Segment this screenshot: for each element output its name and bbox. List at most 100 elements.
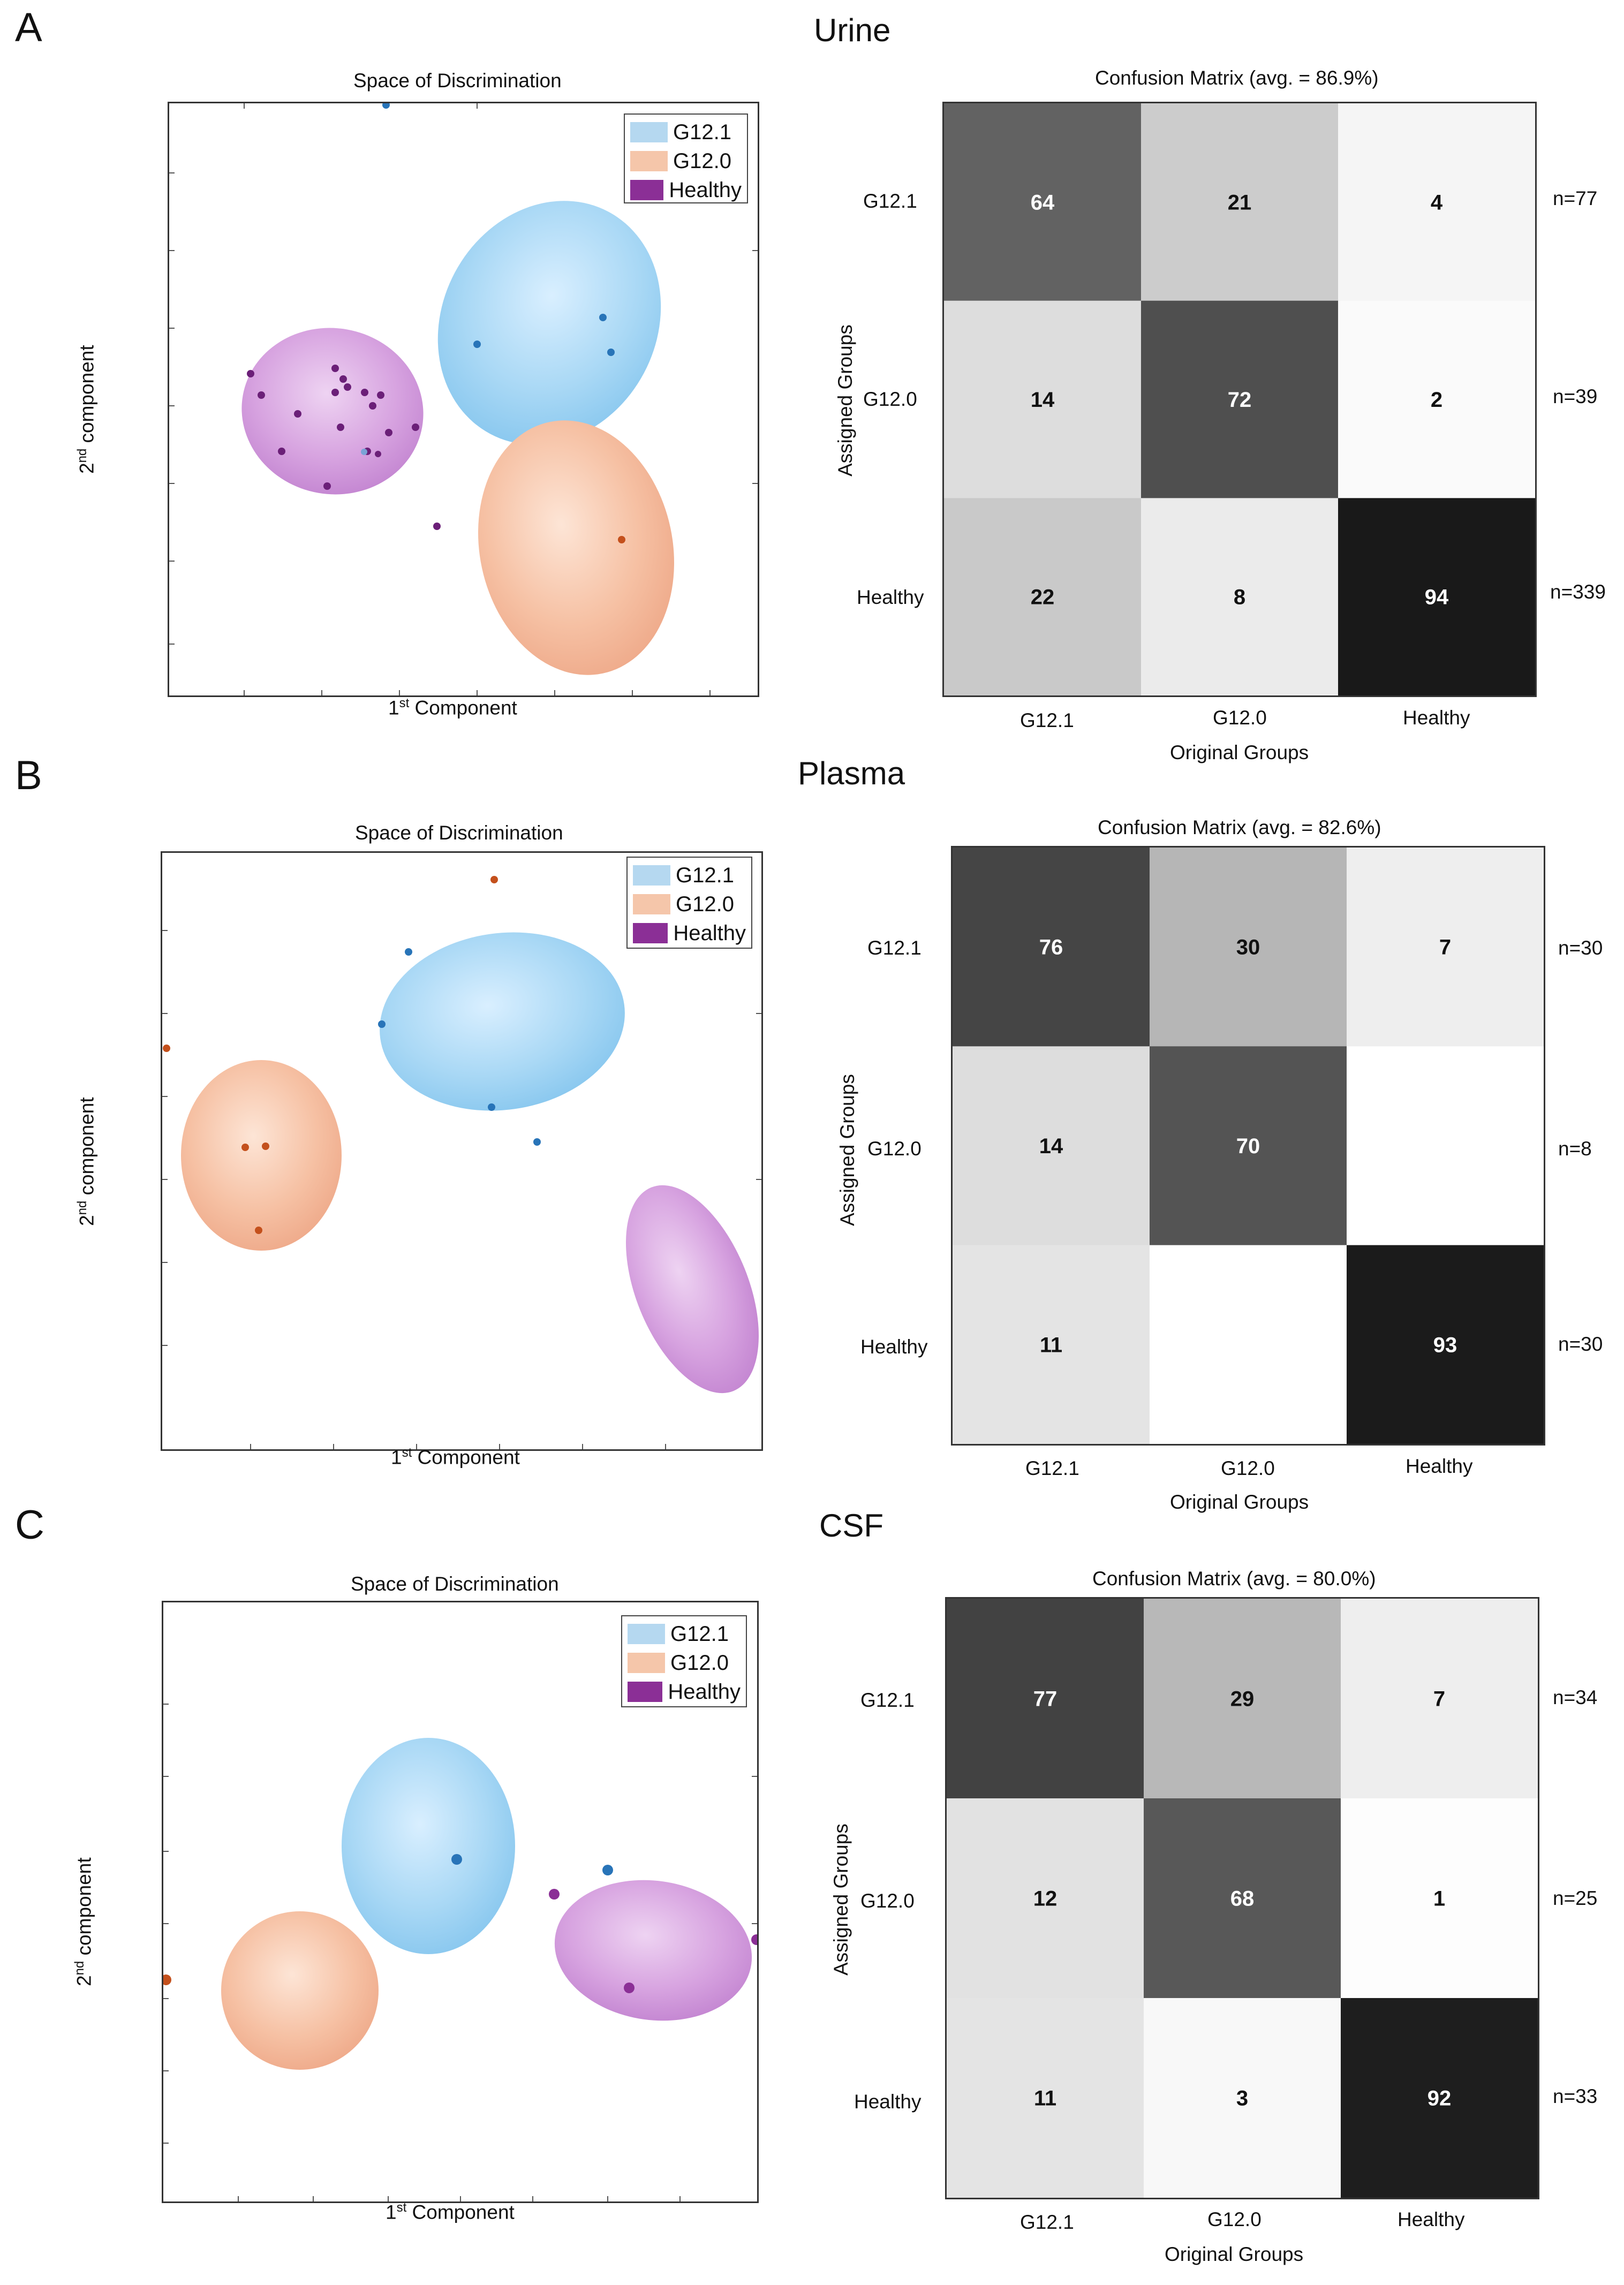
cm-value-0-1: 30 bbox=[1236, 936, 1260, 959]
cm-cell-2-1 bbox=[1144, 1998, 1341, 2198]
cm-cell-1-2 bbox=[1341, 1798, 1538, 1999]
legend-swatch-g12-0 bbox=[630, 151, 668, 171]
confusion-matrix-canvas-c: 77 29 712 68 111 3 92 bbox=[947, 1599, 1538, 2198]
legend-label-g12-1: G12.1 bbox=[670, 1622, 729, 1646]
cm-cell-0-2 bbox=[1341, 1599, 1538, 1799]
panel-letter-c: C bbox=[15, 1502, 44, 1548]
cm-title-b: Confusion Matrix (avg. = 82.6%) bbox=[1098, 816, 1381, 838]
cm-value-0-1: 21 bbox=[1228, 191, 1252, 214]
col-label-a-1: G12.0 bbox=[1213, 707, 1267, 729]
cm-value-2-0: 22 bbox=[1031, 586, 1055, 609]
g12-1-cluster-ellipse bbox=[437, 201, 661, 445]
cm-value-0-2: 7 bbox=[1439, 936, 1451, 959]
col-label-b-2: Healthy bbox=[1406, 1455, 1473, 1477]
cm-value-0-2: 7 bbox=[1433, 1688, 1445, 1711]
sample-title-plasma: Plasma bbox=[798, 755, 905, 791]
cm-cell-0-0 bbox=[947, 1599, 1144, 1799]
confusion-matrix-b: 76 30 7 14 70 11 93 bbox=[951, 846, 1545, 1446]
n-label-c-1: n=25 bbox=[1553, 1887, 1598, 1909]
sample-title-urine: Urine bbox=[814, 12, 891, 48]
legend-swatch-g12-0 bbox=[633, 894, 670, 914]
confusion-matrix-canvas-a: 64 21 414 72 222 8 94 bbox=[944, 103, 1536, 696]
y-axis-title-a: Assigned Groups bbox=[834, 324, 856, 476]
x-axis-title-b: Original Groups bbox=[1170, 1491, 1309, 1513]
confusion-matrix-canvas-b: 76 30 7 14 70 11 93 bbox=[953, 848, 1544, 1444]
cm-cell-1-1 bbox=[1141, 300, 1339, 498]
n-label-c-2: n=33 bbox=[1553, 2085, 1598, 2107]
legend-swatch-g12-1 bbox=[630, 122, 668, 142]
row-label-c-0: G12.1 bbox=[860, 1689, 915, 1711]
row-label-c-1: G12.0 bbox=[860, 1890, 915, 1912]
cm-value-1-1: 68 bbox=[1230, 1887, 1255, 1911]
legend-swatch-healthy bbox=[628, 1682, 663, 1702]
panel-letter-b: B bbox=[15, 753, 42, 798]
legend-item-g12-0: G12.0 bbox=[633, 890, 746, 919]
cm-value-2-2: 94 bbox=[1425, 586, 1449, 609]
cm-cell-1-0 bbox=[947, 1798, 1144, 1999]
n-label-a-0: n=77 bbox=[1553, 187, 1598, 209]
cm-cell-2-2 bbox=[1341, 1998, 1538, 2198]
n-label-a-1: n=39 bbox=[1553, 385, 1598, 407]
legend-label-healthy: Healthy bbox=[668, 1679, 741, 1704]
panel-letter-a: A bbox=[15, 5, 42, 50]
cm-cell-0-0 bbox=[944, 103, 1142, 301]
g12-1-cluster-ellipse bbox=[380, 932, 625, 1111]
legend-label-g12-0: G12.0 bbox=[670, 1651, 729, 1675]
legend-swatch-g12-1 bbox=[628, 1624, 665, 1644]
cm-cell-0-1 bbox=[1150, 848, 1347, 1047]
legend-item-healthy: Healthy bbox=[628, 1677, 741, 1706]
row-label-c-2: Healthy bbox=[854, 2091, 921, 2113]
n-label-b-1: n=8 bbox=[1558, 1138, 1592, 1160]
g12-1-cluster-ellipse bbox=[342, 1738, 515, 1954]
col-label-a-2: Healthy bbox=[1403, 707, 1470, 729]
legend-swatch-healthy bbox=[630, 180, 664, 200]
g12-0-cluster-ellipse bbox=[478, 420, 675, 675]
cm-cell-1-0 bbox=[953, 1046, 1150, 1246]
cm-value-2-2: 93 bbox=[1433, 1333, 1457, 1357]
col-label-b-0: G12.1 bbox=[1025, 1457, 1079, 1479]
x-axis-label-c: 1st Component bbox=[386, 2200, 515, 2223]
row-label-b-0: G12.1 bbox=[867, 937, 921, 959]
cm-value-0-2: 4 bbox=[1431, 191, 1443, 214]
healthy-cluster-ellipse bbox=[241, 328, 424, 495]
cm-value-1-2: 1 bbox=[1433, 1887, 1445, 1911]
cm-cell-1-1 bbox=[1150, 1046, 1347, 1246]
cm-cell-2-0 bbox=[944, 498, 1142, 696]
cm-value-1-2: 2 bbox=[1431, 388, 1442, 412]
sample-title-csf: CSF bbox=[819, 1508, 883, 1543]
cm-value-2-1: 3 bbox=[1236, 2087, 1248, 2110]
legend-label-g12-1: G12.1 bbox=[673, 120, 731, 144]
healthy-cluster-ellipse bbox=[554, 1880, 752, 2021]
legend-item-g12-0: G12.0 bbox=[628, 1648, 741, 1677]
x-axis-title-c: Original Groups bbox=[1165, 2243, 1304, 2265]
scatter-title-c: Space of Discrimination bbox=[351, 1573, 559, 1595]
cm-cell-2-1 bbox=[1141, 498, 1339, 696]
legend-label-g12-1: G12.1 bbox=[676, 863, 734, 887]
col-label-c-0: G12.1 bbox=[1020, 2211, 1074, 2233]
x-axis-label-b: 1st Component bbox=[391, 1446, 520, 1469]
cm-value-1-0: 14 bbox=[1039, 1134, 1063, 1158]
y-axis-title-c: Assigned Groups bbox=[830, 1824, 852, 1976]
legend-item-g12-1: G12.1 bbox=[633, 861, 746, 890]
scatter-plot-b bbox=[161, 851, 763, 1451]
legend-item-g12-1: G12.1 bbox=[630, 118, 742, 147]
cm-value-1-1: 72 bbox=[1228, 388, 1252, 412]
n-label-a-2: n=339 bbox=[1550, 581, 1606, 603]
cm-cell-0-0 bbox=[953, 848, 1150, 1047]
cm-cell-1-2 bbox=[1347, 1046, 1544, 1246]
col-label-c-1: G12.0 bbox=[1207, 2208, 1262, 2230]
cm-cell-2-2 bbox=[1347, 1245, 1544, 1444]
cm-value-0-0: 77 bbox=[1033, 1688, 1058, 1711]
legend-swatch-healthy bbox=[633, 923, 668, 943]
y-axis-label-a: 2nd component bbox=[75, 345, 98, 474]
legend-swatch-g12-1 bbox=[633, 865, 670, 886]
cm-cell-1-1 bbox=[1144, 1798, 1341, 1999]
cm-value-1-1: 70 bbox=[1236, 1134, 1260, 1158]
cm-value-1-0: 12 bbox=[1033, 1887, 1058, 1911]
x-axis-title-a: Original Groups bbox=[1170, 742, 1309, 763]
scatter-canvas-a bbox=[169, 101, 758, 695]
legend-label-g12-0: G12.0 bbox=[673, 149, 731, 173]
confusion-matrix-c: 77 29 7 12 68 1 11 3 92 bbox=[945, 1597, 1539, 2199]
confusion-matrix-a: 64 21 4 14 72 2 22 8 94 bbox=[942, 102, 1537, 697]
scatter-title-a: Space of Discrimination bbox=[353, 70, 562, 92]
